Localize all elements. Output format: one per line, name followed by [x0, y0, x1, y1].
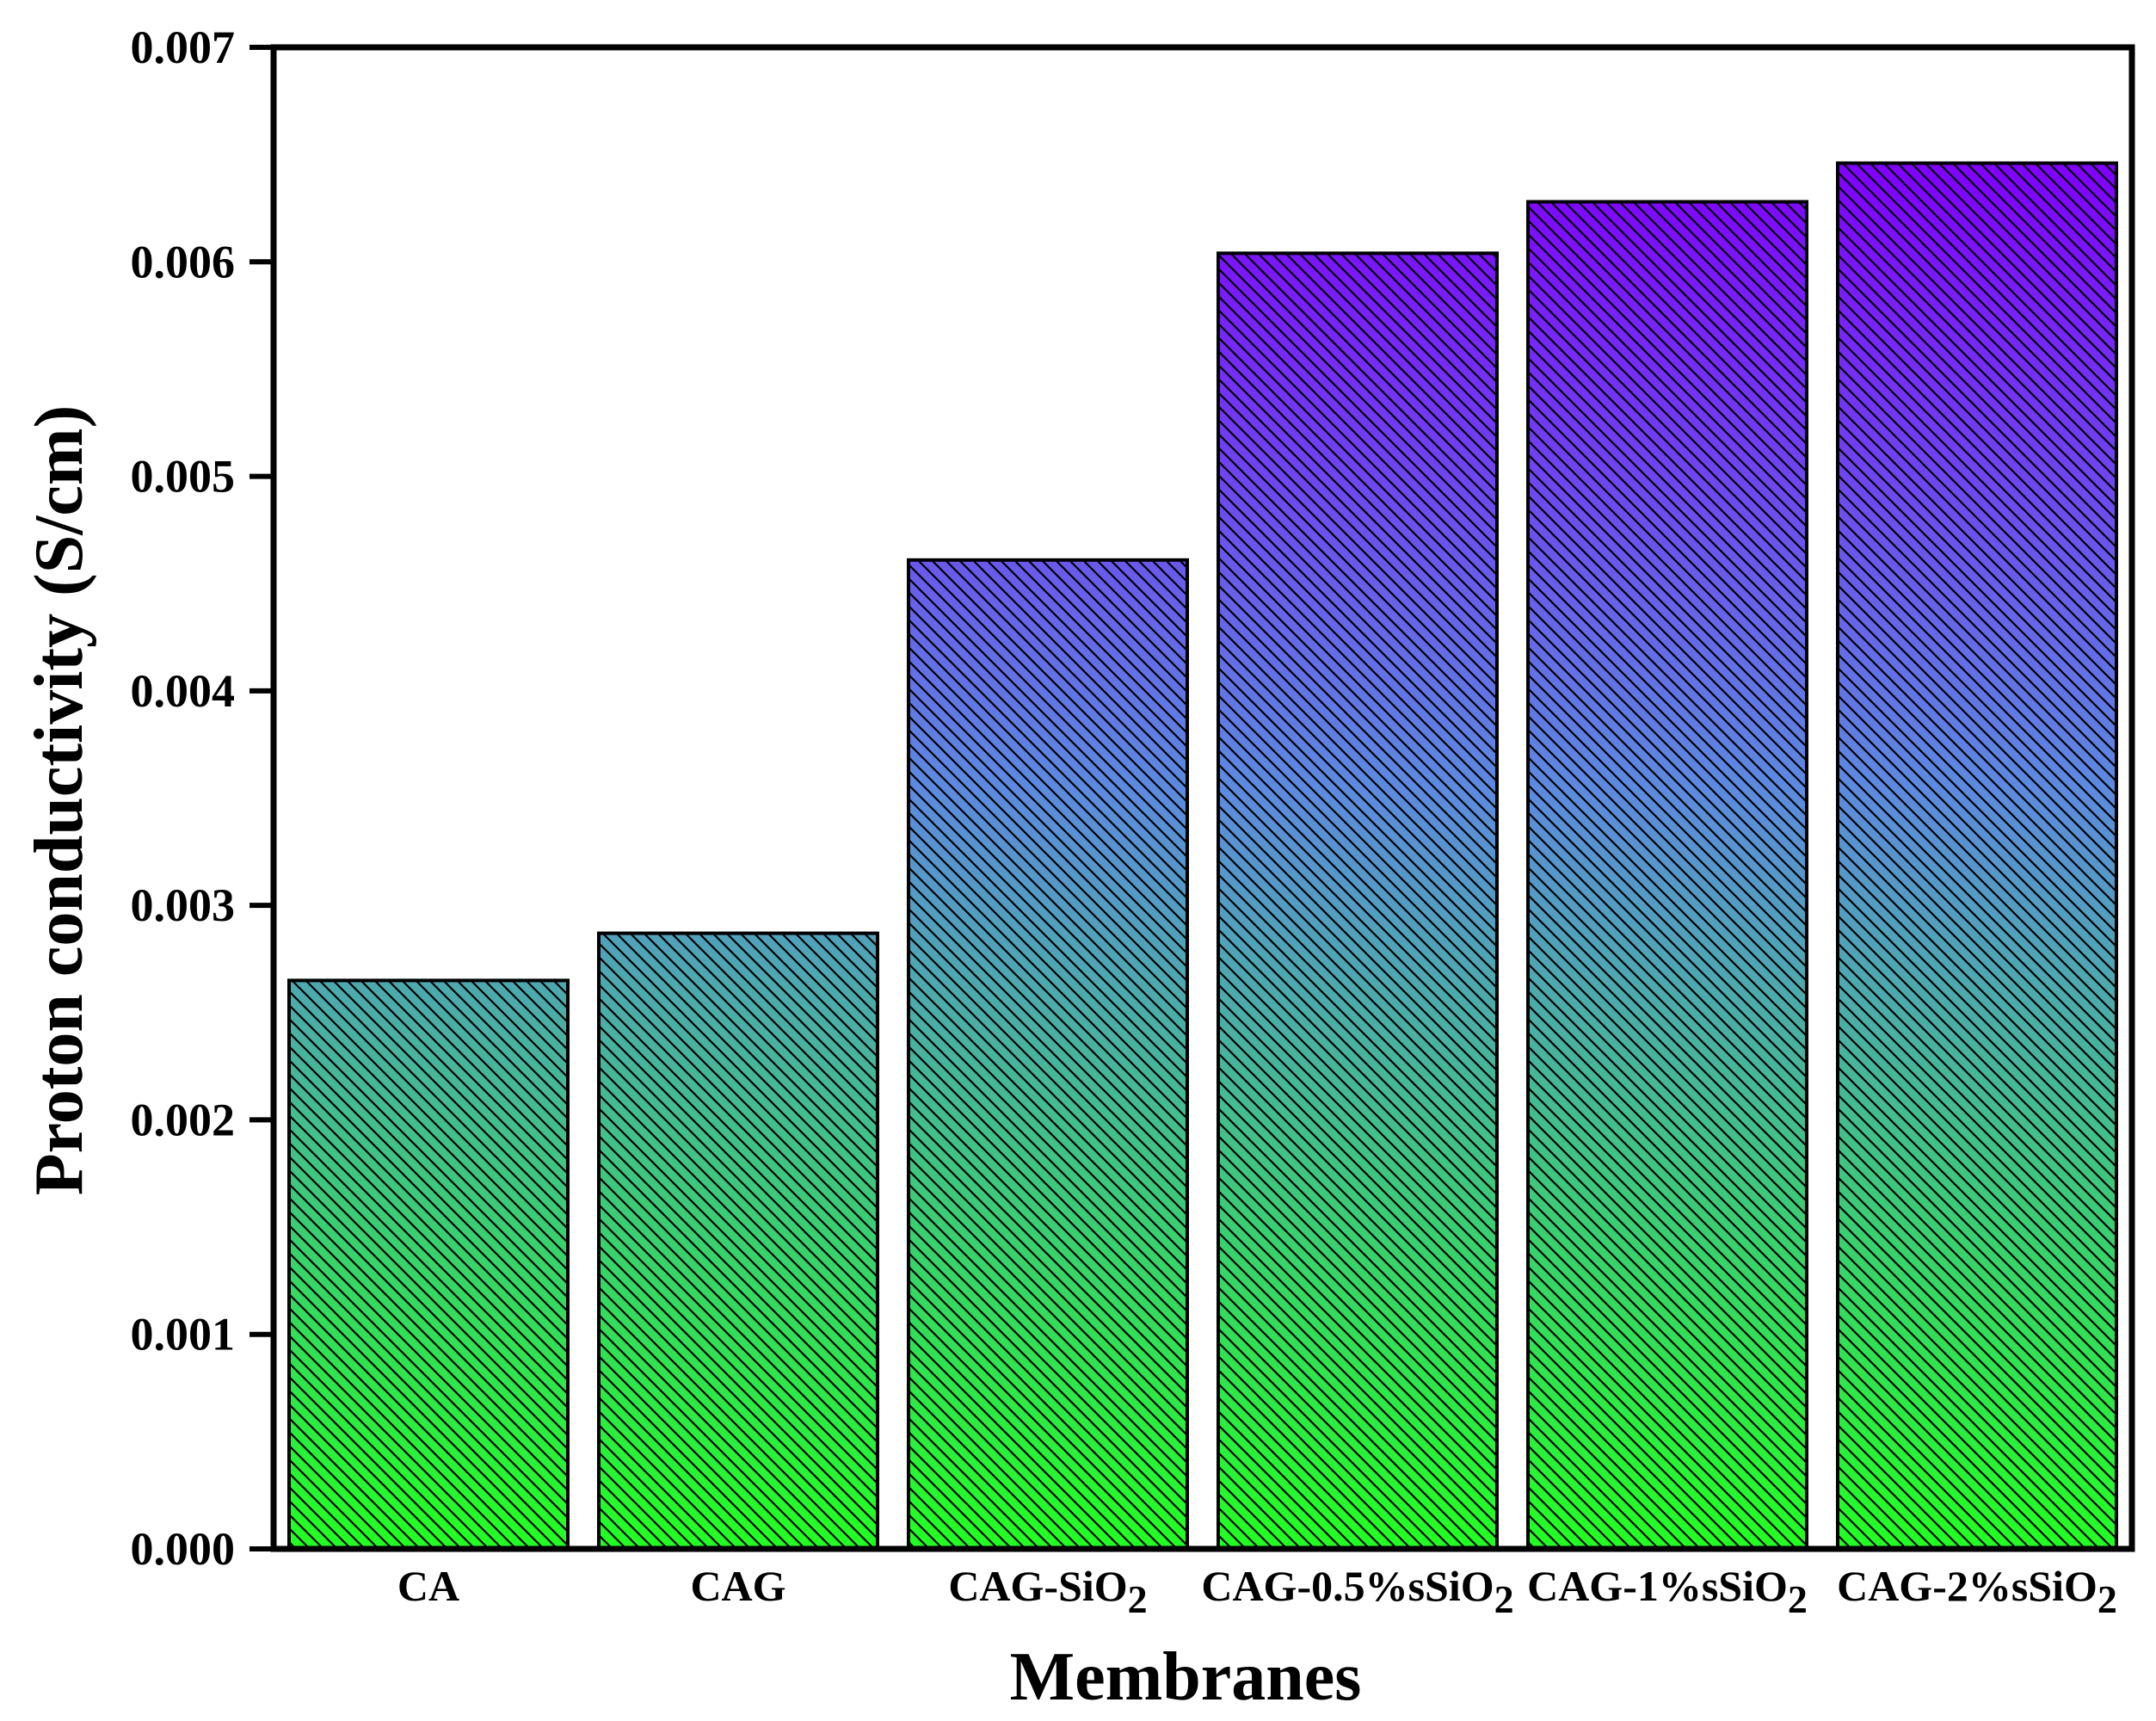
bar-hatch: [287, 978, 570, 1551]
x-category-label: CAG-0.5%sSiO2: [1201, 1562, 1513, 1621]
x-category-label: CAG-1%sSiO2: [1527, 1562, 1808, 1621]
bar-hatch: [1836, 161, 2118, 1551]
x-category-label: CAG-SiO2: [948, 1562, 1147, 1621]
y-axis-ticks: 0.000 0.001 0.002 0.003 0.004 0.005 0.006 0.007: [131, 22, 274, 1575]
x-category-label: CA: [397, 1562, 459, 1610]
y-tick-label: 0.006: [131, 236, 236, 287]
y-axis-title: Proton conductivity (S/cm): [22, 405, 97, 1195]
y-tick-label: 0.003: [131, 879, 236, 931]
y-tick-label: 0.005: [131, 451, 236, 503]
x-category-label: CAG-2%sSiO2: [1837, 1562, 2117, 1621]
plot-frame: [270, 44, 2135, 1552]
bar-hatch: [1526, 200, 1808, 1551]
x-axis-labels: CA CAG CAG-SiO2 CAG-0.5%sSiO2 CAG-1%sSiO2 CAG…: [397, 1562, 2117, 1621]
bar-hatch: [597, 931, 879, 1551]
y-tick-label: 0.001: [131, 1309, 236, 1360]
y-tick-label: 0.000: [131, 1523, 236, 1575]
bars: [287, 161, 2118, 1551]
y-tick-label: 0.004: [131, 665, 236, 717]
y-tick-label: 0.007: [131, 22, 236, 73]
y-tick-label: 0.002: [131, 1094, 236, 1145]
x-axis-title: Membranes: [1010, 1639, 1362, 1715]
bar-hatch: [1217, 251, 1499, 1551]
x-category-label: CAG: [690, 1562, 785, 1610]
bar-hatch: [907, 558, 1189, 1551]
